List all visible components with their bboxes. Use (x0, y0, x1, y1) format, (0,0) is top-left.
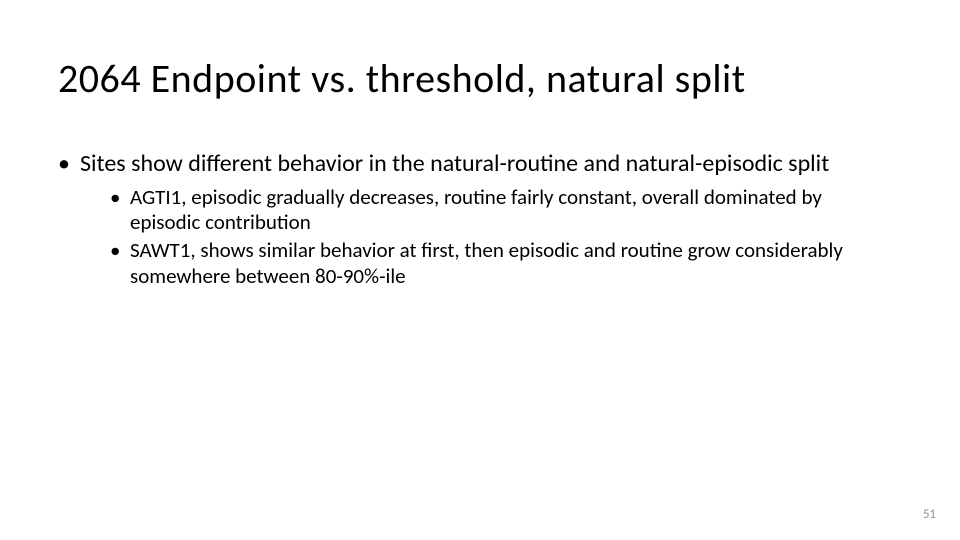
bullet-list-level1: Sites show different behavior in the nat… (58, 150, 888, 289)
slide-title: 2064 Endpoint vs. threshold, natural spl… (58, 54, 746, 103)
bullet-l2-item: AGTI1, episodic gradually decreases, rou… (110, 185, 888, 236)
bullet-l1-text: Sites show different behavior in the nat… (80, 149, 829, 178)
slide-body: Sites show different behavior in the nat… (58, 150, 888, 295)
page-number: 51 (923, 507, 936, 522)
bullet-l2-text: SAWT1, shows similar behavior at first, … (130, 237, 843, 289)
bullet-l2-text: AGTI1, episodic gradually decreases, rou… (130, 184, 822, 236)
bullet-l1-item: Sites show different behavior in the nat… (58, 150, 888, 289)
bullet-l2-item: SAWT1, shows similar behavior at first, … (110, 238, 888, 289)
slide: 2064 Endpoint vs. threshold, natural spl… (0, 0, 960, 540)
bullet-list-level2: AGTI1, episodic gradually decreases, rou… (80, 185, 888, 289)
